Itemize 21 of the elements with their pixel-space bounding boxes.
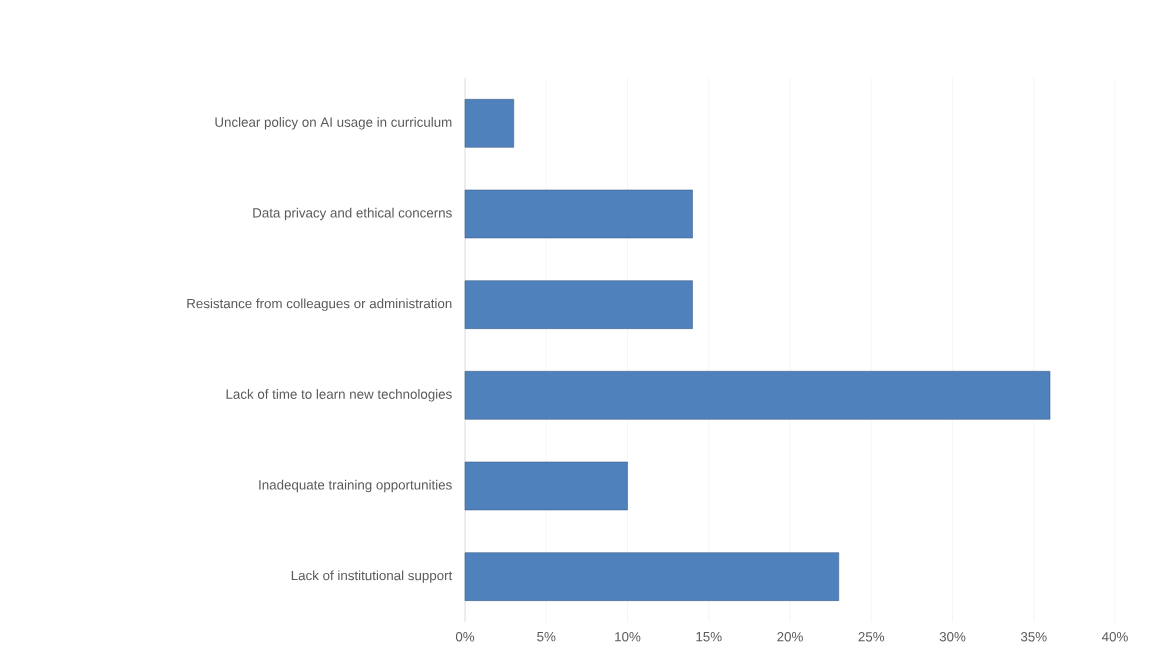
x-tick-label: 35% bbox=[1020, 632, 1047, 642]
x-tick-label: 15% bbox=[696, 632, 722, 642]
bar bbox=[464, 461, 628, 511]
x-tick-label: 30% bbox=[939, 632, 966, 642]
bar bbox=[464, 552, 840, 601]
y-tick-label: Resistance from colleagues or administration bbox=[187, 298, 452, 311]
x-tick-label: 20% bbox=[777, 632, 803, 642]
bar bbox=[464, 99, 515, 148]
x-tick-label: 0% bbox=[455, 632, 475, 642]
x-tick-label: 40% bbox=[1101, 632, 1128, 642]
y-tick-label: Lack of time to learn new technologies bbox=[226, 389, 452, 402]
bar bbox=[464, 371, 1051, 420]
x-tick-label: 25% bbox=[858, 632, 885, 642]
y-tick-label: Inadequate training opportunities bbox=[259, 479, 452, 493]
x-tick-label: 10% bbox=[615, 632, 641, 642]
bar bbox=[464, 189, 693, 239]
x-tick-label: 5% bbox=[537, 632, 556, 642]
y-tick-label: Lack of institutional support bbox=[291, 570, 453, 583]
bar bbox=[464, 280, 693, 329]
y-tick-label: Unclear policy on AI usage in curriculum bbox=[215, 117, 452, 130]
y-tick-label: Data privacy and ethical concerns bbox=[253, 207, 452, 221]
